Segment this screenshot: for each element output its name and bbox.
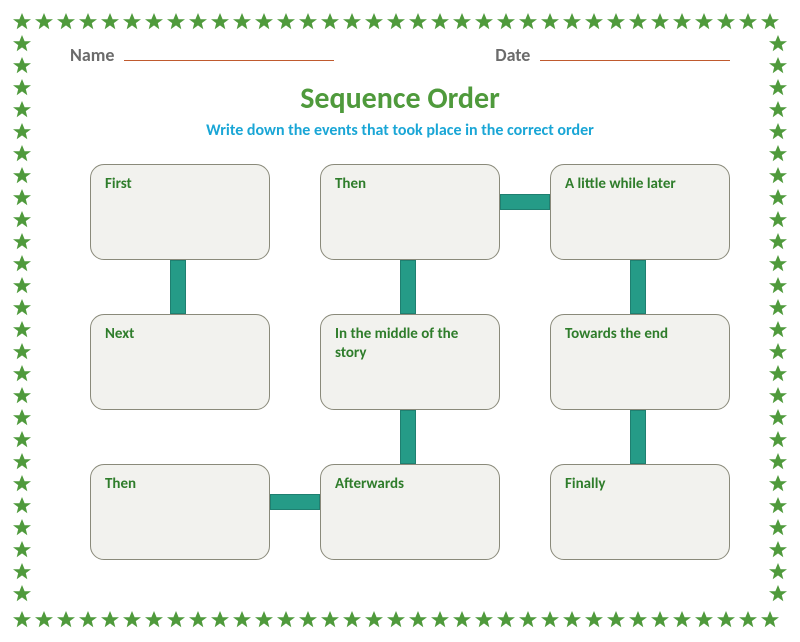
box-label: Afterwards xyxy=(335,475,404,493)
box-towards-end[interactable]: Towards the end xyxy=(550,314,730,410)
box-label: Towards the end xyxy=(565,325,668,343)
connector xyxy=(400,410,416,464)
connector xyxy=(400,260,416,314)
connector xyxy=(500,194,550,210)
connector xyxy=(630,260,646,314)
sequence-diagram: First Then A little while later Next In … xyxy=(40,164,760,584)
box-then-2[interactable]: Then xyxy=(90,464,270,560)
box-afterwards[interactable]: Afterwards xyxy=(320,464,500,560)
box-label: Then xyxy=(105,475,136,493)
box-first[interactable]: First xyxy=(90,164,270,260)
date-underline[interactable] xyxy=(540,47,730,61)
box-then-1[interactable]: Then xyxy=(320,164,500,260)
name-underline[interactable] xyxy=(124,47,334,61)
box-label: Next xyxy=(105,325,134,343)
box-label: First xyxy=(105,175,132,193)
page-title: Sequence Order xyxy=(40,80,760,117)
name-label: Name xyxy=(70,44,114,66)
name-field: Name xyxy=(70,44,334,66)
worksheet-content: Name Date Sequence Order Write down the … xyxy=(40,44,760,602)
box-label: Then xyxy=(335,175,366,193)
date-label: Date xyxy=(495,44,530,66)
box-label: A little while later xyxy=(565,175,676,193)
date-field: Date xyxy=(495,44,730,66)
box-label: In the middle of the story xyxy=(335,325,458,362)
box-little-while-later[interactable]: A little while later xyxy=(550,164,730,260)
box-next[interactable]: Next xyxy=(90,314,270,410)
box-finally[interactable]: Finally xyxy=(550,464,730,560)
box-label: Finally xyxy=(565,475,606,493)
page-subtitle: Write down the events that took place in… xyxy=(40,121,760,140)
box-middle-story[interactable]: In the middle of the story xyxy=(320,314,500,410)
connector xyxy=(270,494,320,510)
name-date-row: Name Date xyxy=(40,44,760,66)
connector xyxy=(170,260,186,314)
connector xyxy=(630,410,646,464)
